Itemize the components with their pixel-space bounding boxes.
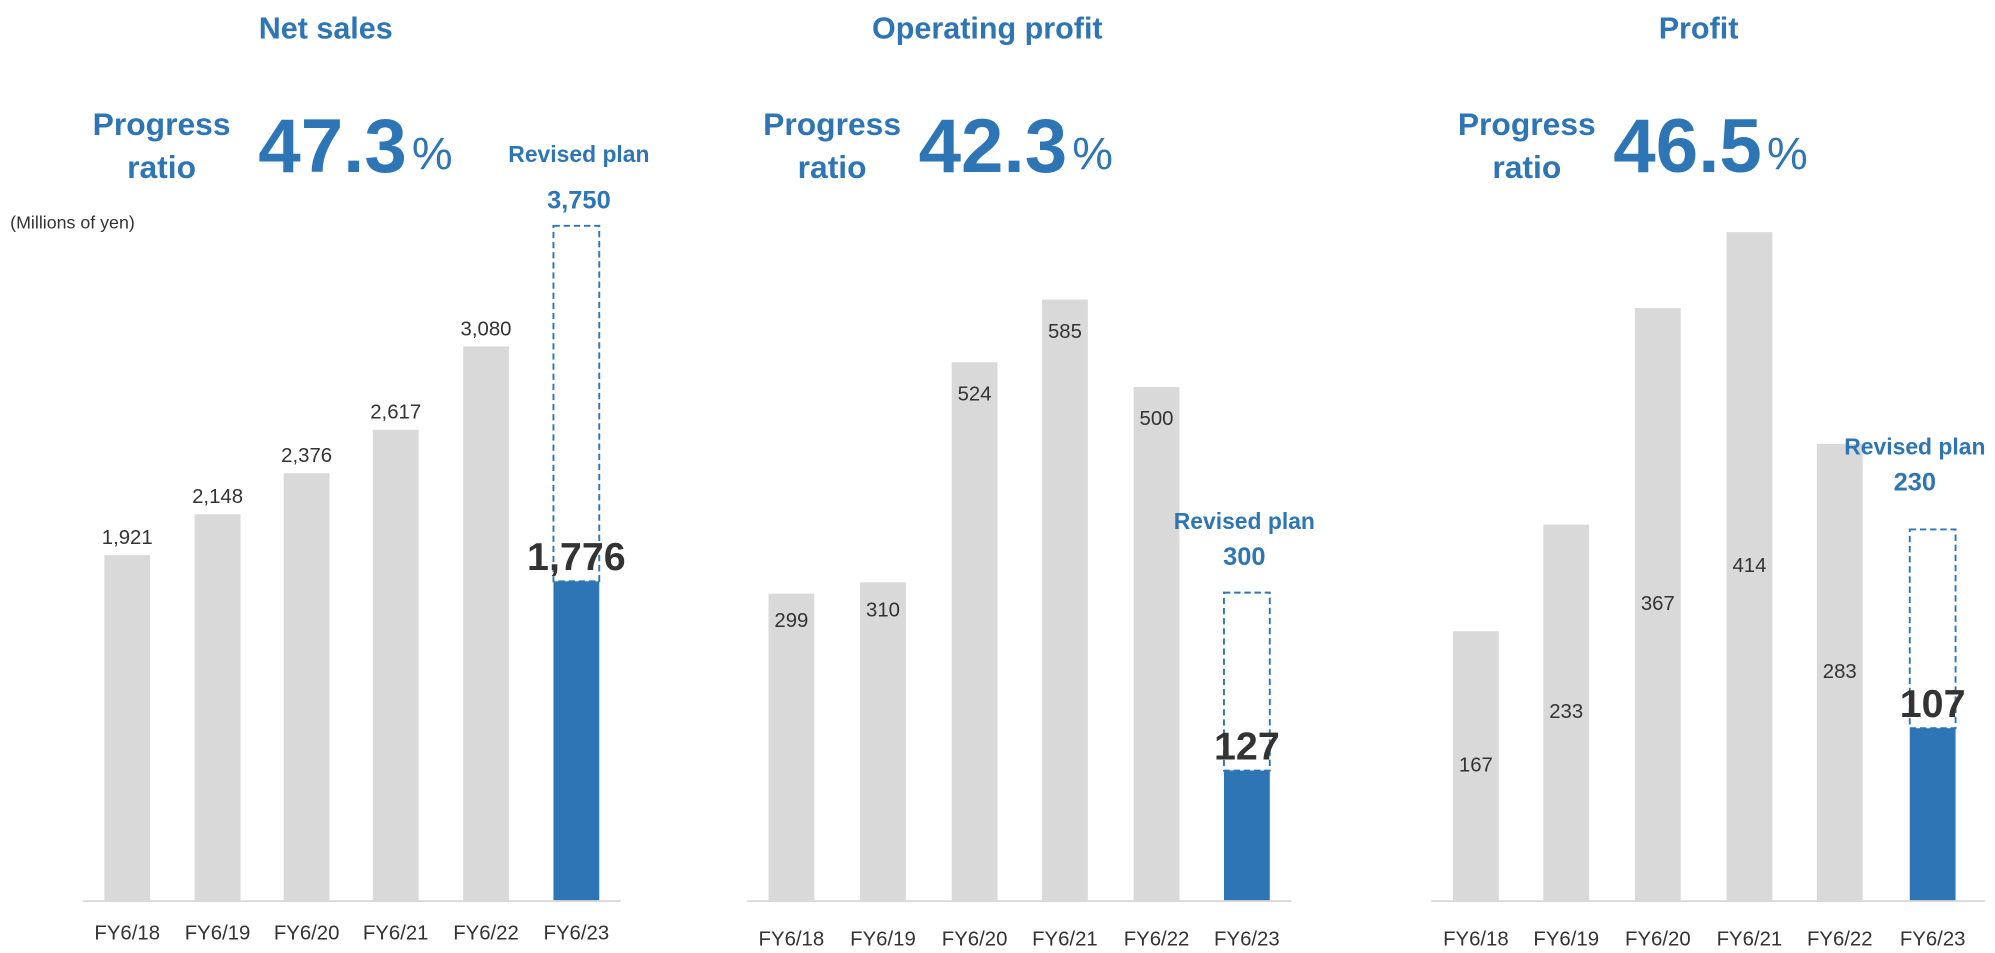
x-tick-label: FY6/18 <box>759 929 825 951</box>
progress-label: ratio <box>127 149 196 185</box>
plan-label: Revised plan <box>508 141 649 167</box>
bar <box>1634 308 1681 902</box>
x-tick-label: FY6/21 <box>1032 929 1098 951</box>
value-label: 107 <box>1900 682 1966 726</box>
bar <box>463 346 509 902</box>
bar <box>1816 443 1863 902</box>
bar <box>951 362 998 902</box>
value-label: 2,376 <box>281 445 332 467</box>
progress-value: 47.3 <box>258 104 407 189</box>
value-label: 524 <box>958 384 992 406</box>
x-tick-label: FY6/21 <box>363 922 429 944</box>
value-label: 585 <box>1048 321 1082 343</box>
plan-value: 300 <box>1223 543 1265 571</box>
value-label: 310 <box>866 599 900 621</box>
bar <box>768 593 815 902</box>
bar <box>194 514 241 902</box>
bar <box>104 555 151 902</box>
x-tick-label: FY6/19 <box>850 929 916 951</box>
x-tick-label: FY6/23 <box>1900 929 1966 951</box>
bar <box>860 582 906 902</box>
value-label: 414 <box>1732 555 1766 577</box>
x-tick-label: FY6/20 <box>1625 929 1691 951</box>
value-label: 283 <box>1823 661 1857 683</box>
progress-unit: % <box>1072 128 1113 179</box>
value-label: 367 <box>1641 593 1675 615</box>
x-tick-label: FY6/18 <box>94 922 160 944</box>
bar <box>1726 232 1773 902</box>
x-tick-label: FY6/20 <box>942 929 1008 951</box>
progress-label: Progress <box>93 106 231 142</box>
unit-label: (Millions of yen) <box>10 213 135 233</box>
bar <box>283 473 330 902</box>
x-tick-label: FY6/18 <box>1443 929 1509 951</box>
bar <box>1042 299 1088 902</box>
progress-unit: % <box>412 128 453 179</box>
chart-title: Net sales <box>259 11 393 45</box>
value-label: 299 <box>774 610 808 632</box>
x-tick-label: FY6/20 <box>274 922 340 944</box>
progress-ratio: 46.5% <box>1613 104 1807 189</box>
chart-title: Operating profit <box>872 11 1103 45</box>
progress-label: ratio <box>1492 149 1561 185</box>
chart-title: Profit <box>1659 11 1739 45</box>
plan-value: 3,750 <box>547 187 611 215</box>
x-tick-label: FY6/21 <box>1717 929 1783 951</box>
value-label: 233 <box>1549 701 1583 723</box>
x-tick-label: FY6/23 <box>1214 929 1280 951</box>
value-label: 127 <box>1214 724 1280 768</box>
progress-unit: % <box>1767 128 1808 179</box>
x-tick-label: FY6/22 <box>453 922 519 944</box>
bar <box>1452 631 1499 902</box>
plan-label: Revised plan <box>1174 508 1315 534</box>
bar <box>1223 770 1270 902</box>
bar <box>1133 386 1180 902</box>
bar <box>1909 728 1956 902</box>
value-label: 2,148 <box>192 486 243 508</box>
value-label: 1,776 <box>527 535 626 579</box>
x-tick-label: FY6/19 <box>185 922 251 944</box>
progress-label: Progress <box>1458 106 1596 142</box>
progress-label: ratio <box>798 149 867 185</box>
bar <box>1543 524 1590 902</box>
x-tick-label: FY6/22 <box>1807 929 1873 951</box>
bar <box>372 429 419 902</box>
progress-value: 42.3 <box>919 104 1068 189</box>
x-tick-label: FY6/23 <box>544 922 610 944</box>
value-label: 500 <box>1140 408 1174 430</box>
plan-value: 230 <box>1894 469 1936 497</box>
bar <box>553 581 600 902</box>
progress-label: Progress <box>763 106 901 142</box>
value-label: 1,921 <box>102 527 153 549</box>
value-label: 2,617 <box>370 402 421 424</box>
progress-ratio: 42.3% <box>919 104 1113 189</box>
progress-value: 46.5 <box>1613 104 1762 189</box>
plan-box <box>552 224 601 583</box>
plan-label: Revised plan <box>1844 434 1985 460</box>
value-label: 167 <box>1459 755 1493 777</box>
value-label: 3,080 <box>461 318 512 340</box>
x-tick-label: FY6/19 <box>1533 929 1599 951</box>
progress-ratio: 47.3% <box>258 104 452 189</box>
x-tick-label: FY6/22 <box>1124 929 1190 951</box>
